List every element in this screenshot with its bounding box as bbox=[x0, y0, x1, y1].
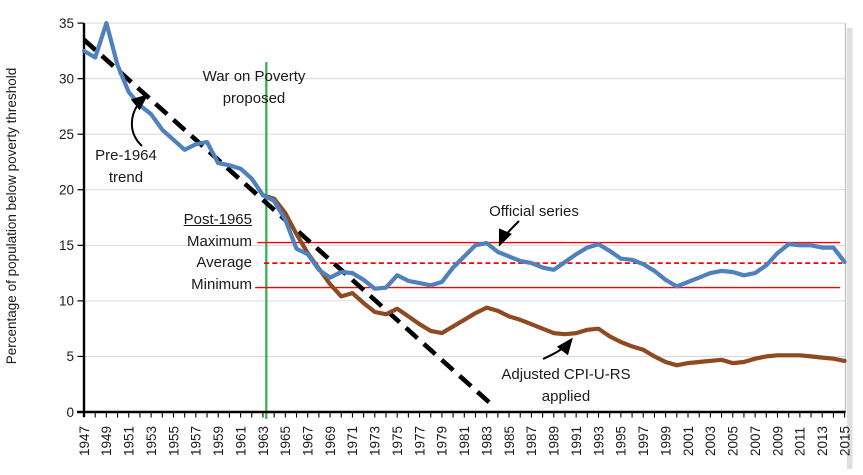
official-series-line bbox=[81, 21, 847, 291]
x-tick-label-1985: 1985 bbox=[502, 426, 517, 456]
x-tick-label-2007: 2007 bbox=[748, 426, 763, 456]
x-tick-label-1959: 1959 bbox=[211, 426, 226, 456]
x-tick-label-1971: 1971 bbox=[345, 426, 360, 456]
x-tick-label-1977: 1977 bbox=[412, 426, 427, 456]
x-tick-label-1967: 1967 bbox=[301, 426, 316, 456]
x-tick-label-1949: 1949 bbox=[99, 426, 114, 456]
x-tick-label-2003: 2003 bbox=[703, 426, 718, 456]
adjusted-cpi-u-rs-line bbox=[260, 193, 847, 368]
y-tick-label-20: 20 bbox=[59, 183, 74, 198]
x-tick-label-1947: 1947 bbox=[77, 426, 92, 456]
x-tick-label-2009: 2009 bbox=[770, 426, 785, 456]
x-tick-label-2005: 2005 bbox=[726, 426, 741, 456]
x-tick-label-1997: 1997 bbox=[636, 426, 651, 456]
plot-shadow-band bbox=[847, 28, 853, 469]
x-tick-label-1975: 1975 bbox=[390, 426, 405, 456]
x-tick-label-1973: 1973 bbox=[368, 426, 383, 456]
x-tick-label-1961: 1961 bbox=[233, 426, 248, 456]
adjusted-series-arrow bbox=[542, 337, 573, 360]
x-tick-label-1951: 1951 bbox=[122, 426, 137, 456]
x-tick-label-2013: 2013 bbox=[815, 426, 830, 456]
x-tick-label-1983: 1983 bbox=[479, 426, 494, 456]
y-tick-label-15: 15 bbox=[59, 238, 74, 253]
x-tick-label-1989: 1989 bbox=[547, 426, 562, 456]
x-tick-label-1981: 1981 bbox=[457, 426, 472, 456]
x-tick-label-1987: 1987 bbox=[524, 426, 539, 456]
y-tick-label-0: 0 bbox=[66, 405, 74, 420]
y-tick-label-30: 30 bbox=[59, 71, 74, 86]
y-tick-label-25: 25 bbox=[59, 127, 74, 142]
x-tick-label-2001: 2001 bbox=[681, 426, 696, 456]
x-tick-label-1955: 1955 bbox=[166, 426, 181, 456]
y-tick-label-5: 5 bbox=[66, 349, 74, 364]
x-tick-label-1999: 1999 bbox=[658, 426, 673, 456]
x-tick-label-1991: 1991 bbox=[569, 426, 584, 456]
x-tick-label-1953: 1953 bbox=[144, 426, 159, 456]
x-tick-label-1957: 1957 bbox=[189, 426, 204, 456]
x-tick-label-2011: 2011 bbox=[793, 427, 808, 456]
official-series-arrow bbox=[498, 220, 520, 247]
y-tick-label-10: 10 bbox=[59, 294, 74, 309]
x-tick-label-1995: 1995 bbox=[614, 426, 629, 456]
x-tick-label-2015: 2015 bbox=[837, 426, 852, 456]
plot-area: 0 5 10 15 20 25 30 35 1947 1949 1951 1953 1955 1957 19… bbox=[59, 16, 853, 469]
pre-1964-trend-arrow bbox=[130, 94, 149, 147]
y-tick-label-35: 35 bbox=[59, 16, 74, 31]
x-tick-label-1963: 1963 bbox=[256, 426, 271, 456]
x-tick-label-1969: 1969 bbox=[323, 426, 338, 456]
annotation-arrows bbox=[130, 94, 573, 360]
x-tick-label-1979: 1979 bbox=[435, 426, 450, 456]
x-tick-label-1993: 1993 bbox=[591, 426, 606, 456]
x-tick-label-1965: 1965 bbox=[278, 426, 293, 456]
